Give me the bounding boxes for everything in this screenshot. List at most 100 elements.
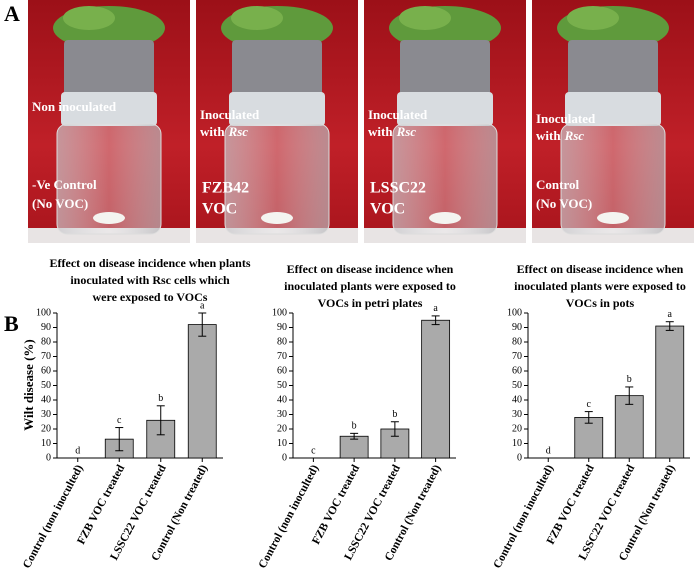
y-tick-label: 100 [272,307,287,318]
y-tick-label: 0 [517,452,522,463]
y-tick-label: 70 [41,351,51,362]
photo-caption: FZB42 [202,180,249,197]
chart-title: were exposed to VOCs [93,290,208,304]
y-tick-label: 30 [512,409,522,420]
chart-title: VOCs in pots [566,296,635,310]
significance-letter: b [392,409,397,420]
y-tick-label: 100 [36,307,51,318]
caption-text: with [200,124,225,139]
tape [397,92,493,126]
jar [224,123,330,235]
cotton [597,212,629,224]
jar [392,123,498,235]
significance-letter: c [311,445,316,456]
significance-letter: d [546,445,551,456]
chart-title: VOCs in petri plates [318,296,423,310]
y-tick-label: 10 [512,438,522,449]
photo-caption: Control [536,177,579,192]
y-tick-label: 50 [512,380,522,391]
caption-italic: Rsc [396,124,417,139]
significance-letter: c [117,415,122,426]
panel-label: A [4,1,20,26]
significance-letter: a [200,300,205,311]
cotton [93,212,125,224]
photo-caption: Inoculated [536,111,596,126]
y-tick-label: 60 [277,365,287,376]
photo-caption: (No VOC) [32,196,88,211]
y-tick-label: 50 [277,380,287,391]
y-tick-label: 80 [277,336,287,347]
chart-title: Effect on disease incidence when plants [50,256,251,270]
y-tick-label: 70 [512,351,522,362]
photos: Non inoculated -Ve Control (No VOC) Inocula… [28,0,694,243]
bar [187,324,217,459]
y-tick-label: 40 [277,394,287,405]
plant [63,6,115,30]
chart-title: inoculated plants were exposed to [514,279,686,293]
chart-title: Effect on disease incidence when [517,262,684,276]
bar [655,325,685,459]
photo-caption: Inoculated [200,107,260,122]
jar [560,123,666,235]
y-tick-label: 40 [512,394,522,405]
cotton [261,212,293,224]
significance-letter: b [627,374,632,385]
pot [232,40,322,98]
y-tick-label: 80 [512,336,522,347]
y-tick-label: 30 [41,409,51,420]
pot [64,40,154,98]
significance-letter: b [158,393,163,404]
plant [231,6,283,30]
significance-letter: d [75,445,80,456]
photo-caption: VOC [202,201,237,218]
tape [565,92,661,126]
plant [567,6,619,30]
photo-caption: (No VOC) [536,196,592,211]
jar [56,123,162,235]
x-tick-label: Control (non inoculted) [21,463,86,571]
y-tick-label: 10 [277,438,287,449]
significance-letter: b [352,421,357,432]
y-tick-label: 20 [512,423,522,434]
bar [574,416,604,459]
significance-letter: a [433,303,438,314]
y-tick-label: 70 [277,351,287,362]
y-tick-label: 50 [41,380,51,391]
x-tick-label: Control (non inoculted) [257,463,322,571]
chart-title: inoculated plants were exposed to [284,279,456,293]
y-tick-label: 60 [512,365,522,376]
cotton [429,212,461,224]
x-tick-label: Control (non inoculted) [491,463,556,571]
photo-caption: Non inoculated [32,99,117,114]
y-tick-label: 90 [277,322,287,333]
significance-letter: c [587,399,592,410]
y-tick-label: 10 [41,438,51,449]
y-tick-label: 0 [282,452,287,463]
photo-caption: LSSC22 [370,180,426,197]
plant [399,6,451,30]
photo-caption: Inoculated [368,107,428,122]
panel-label: B [4,311,19,336]
photo-caption: -Ve Control [32,177,97,192]
y-tick-label: 100 [507,307,522,318]
caption-text: with [368,124,393,139]
bar [614,395,644,459]
y-tick-label: 0 [46,452,51,463]
bar [421,319,451,459]
tape [61,92,157,126]
tape [229,92,325,126]
photo-caption: with Rsc [536,128,584,143]
photo-caption: with Rsc [200,124,248,139]
y-tick-label: 20 [41,423,51,434]
pot [568,40,658,98]
chart-title: Effect on disease incidence when [287,262,454,276]
y-tick-label: 90 [512,322,522,333]
y-axis-label: Wilt disease (%) [21,339,36,430]
y-tick-label: 60 [41,365,51,376]
caption-italic: Rsc [228,124,249,139]
pot [400,40,490,98]
y-tick-label: 20 [277,423,287,434]
caption-italic: Rsc [564,128,585,143]
photo-caption: VOC [370,201,405,218]
